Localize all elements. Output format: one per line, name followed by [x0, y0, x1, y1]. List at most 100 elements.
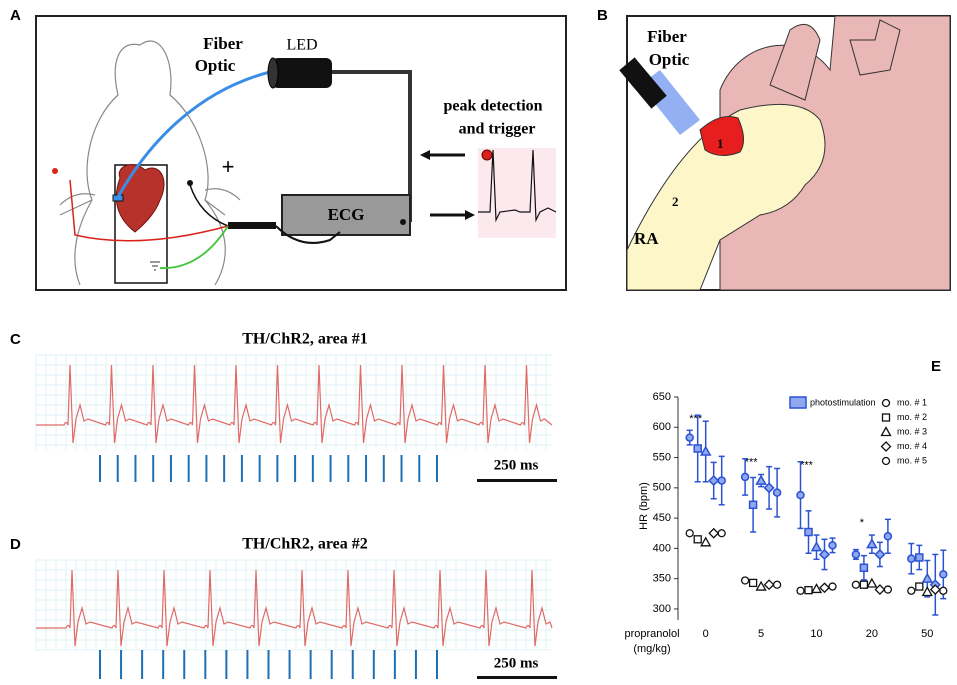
- marker: [859, 563, 869, 573]
- label: Fiber: [647, 27, 687, 46]
- x-tick-label: 5: [758, 628, 764, 640]
- y-tick-label: 500: [653, 482, 671, 494]
- legend-swatch: [789, 396, 807, 409]
- marker: [883, 585, 893, 594]
- marker: [866, 577, 878, 588]
- marker: [755, 474, 767, 485]
- marker: [883, 532, 893, 541]
- ecg-strip: [478, 148, 556, 238]
- lead-dot: [187, 180, 193, 186]
- marker: [828, 582, 837, 591]
- x-axis-label: (mg/kg): [633, 643, 670, 655]
- marker: [939, 586, 948, 595]
- marker: [740, 472, 750, 482]
- legend-label: mo. # 3: [897, 426, 927, 436]
- scale-bar-label: 250 ms: [494, 655, 539, 671]
- ground-symbol: [150, 261, 160, 271]
- marker: [915, 553, 924, 562]
- label: ECG: [328, 205, 365, 224]
- label: Optic: [649, 50, 690, 69]
- marker: [915, 582, 924, 591]
- right-atrium: [626, 103, 826, 291]
- marker: [685, 433, 694, 442]
- marker: [796, 586, 805, 595]
- arrows: [430, 153, 465, 217]
- marker: [881, 398, 891, 408]
- lead-red: [69, 179, 229, 242]
- y-tick-label: 300: [653, 603, 671, 615]
- marker: [763, 579, 775, 591]
- marker: [740, 576, 750, 585]
- marker: [881, 456, 891, 466]
- marker: [796, 490, 805, 500]
- marker: [748, 500, 758, 510]
- inset-box: [114, 164, 168, 284]
- marker: [851, 580, 861, 589]
- marker: [828, 541, 837, 550]
- marker: [881, 413, 891, 422]
- vessel: [849, 19, 901, 76]
- marker: [810, 583, 823, 594]
- label: RA: [634, 229, 659, 248]
- marker: [772, 488, 782, 497]
- marker: [755, 580, 767, 591]
- marker: [708, 527, 720, 539]
- fiber-cable: [116, 70, 271, 198]
- lead-black: [189, 184, 229, 227]
- trace-title: TH/ChR2, area #2: [242, 536, 367, 553]
- marker: [880, 441, 892, 452]
- rat-forelimbs: [59, 188, 241, 206]
- marker: [921, 586, 933, 597]
- marker: [907, 586, 916, 595]
- ecg-trace: [36, 569, 553, 647]
- ecg-trace: [36, 364, 553, 444]
- electrode-connector: [228, 222, 276, 229]
- marker: [819, 582, 830, 594]
- y-tick-label: 350: [653, 573, 671, 585]
- marker: [907, 554, 916, 563]
- marker: [851, 550, 861, 559]
- ecg-strip-trace: [478, 149, 557, 223]
- led-cable: [332, 70, 412, 222]
- fiber-optic: [619, 57, 667, 109]
- label: LED: [286, 37, 317, 54]
- scale-bar-label: 250 ms: [494, 457, 539, 473]
- scale-bar: [477, 479, 557, 482]
- significance: ***: [689, 413, 703, 425]
- significance: *: [860, 517, 865, 529]
- label: 2: [672, 194, 679, 209]
- marker: [772, 580, 782, 589]
- stim-site: [699, 116, 744, 156]
- marker: [866, 538, 878, 549]
- x-tick-label: 0: [703, 628, 709, 640]
- legend-label: photostimulation: [810, 397, 876, 407]
- marker: [859, 580, 869, 589]
- label: +: [222, 154, 235, 179]
- marker: [874, 548, 886, 561]
- led-face: [267, 57, 279, 89]
- ecg-port: [400, 219, 406, 225]
- x-tick-label: 20: [866, 628, 878, 640]
- x-axis-label: propranolol: [624, 628, 679, 640]
- significance: ***: [745, 457, 759, 469]
- legend-label: mo. # 1: [897, 397, 927, 407]
- marker: [693, 535, 702, 544]
- rat-outline: [59, 40, 226, 286]
- marker: [874, 584, 886, 595]
- label: peak detection: [443, 98, 542, 115]
- y-tick-label: 550: [653, 451, 671, 463]
- x-tick-label: 50: [921, 628, 933, 640]
- marker: [763, 482, 775, 494]
- marker: [804, 586, 813, 595]
- marker: [717, 476, 726, 485]
- marker: [700, 536, 712, 547]
- marker: [748, 578, 758, 588]
- y-tick-label: 600: [653, 421, 671, 433]
- marker: [717, 529, 726, 538]
- lead-green: [159, 225, 229, 269]
- legend-label: mo. # 5: [897, 455, 927, 465]
- peak-marker: [481, 149, 493, 161]
- panel-label: A: [10, 7, 21, 24]
